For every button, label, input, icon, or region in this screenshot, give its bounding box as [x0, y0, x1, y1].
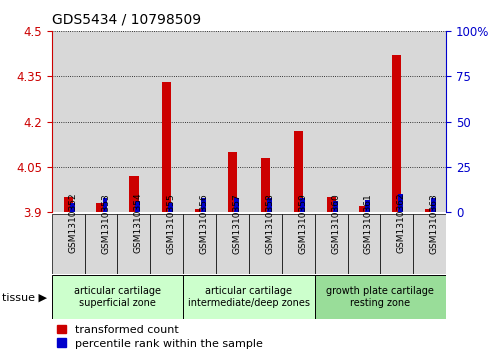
Bar	[249, 31, 282, 212]
Bar	[315, 31, 348, 212]
Bar	[216, 31, 249, 212]
Bar	[398, 194, 403, 212]
Bar	[431, 198, 436, 212]
Bar	[381, 31, 413, 212]
Text: growth plate cartilage
resting zone: growth plate cartilage resting zone	[326, 286, 434, 307]
FancyBboxPatch shape	[249, 214, 282, 274]
FancyBboxPatch shape	[183, 214, 216, 274]
Bar	[359, 206, 369, 212]
Text: GSM1310361: GSM1310361	[364, 193, 373, 253]
FancyBboxPatch shape	[117, 214, 150, 274]
Bar	[150, 31, 183, 212]
Text: articular cartilage
superficial zone: articular cartilage superficial zone	[74, 286, 161, 307]
Bar	[348, 31, 381, 212]
Bar	[326, 197, 336, 212]
Bar	[70, 203, 74, 212]
Bar	[136, 201, 141, 212]
Text: GSM1310363: GSM1310363	[430, 193, 439, 253]
Legend: transformed count, percentile rank within the sample: transformed count, percentile rank withi…	[57, 325, 263, 348]
FancyBboxPatch shape	[216, 214, 249, 274]
FancyBboxPatch shape	[183, 275, 315, 319]
Text: GSM1310358: GSM1310358	[265, 193, 275, 253]
FancyBboxPatch shape	[85, 214, 117, 274]
Text: GSM1310357: GSM1310357	[233, 193, 242, 253]
FancyBboxPatch shape	[150, 214, 183, 274]
Text: GSM1310352: GSM1310352	[68, 193, 77, 253]
Text: articular cartilage
intermediate/deep zones: articular cartilage intermediate/deep zo…	[188, 286, 310, 307]
Bar	[168, 203, 173, 212]
FancyBboxPatch shape	[52, 214, 85, 274]
Bar	[183, 31, 216, 212]
Bar	[425, 209, 434, 212]
Bar	[162, 82, 172, 212]
FancyBboxPatch shape	[315, 275, 446, 319]
Bar	[129, 176, 139, 212]
FancyBboxPatch shape	[282, 214, 315, 274]
Text: GSM1310354: GSM1310354	[134, 193, 143, 253]
Bar	[234, 198, 239, 212]
Text: GSM1310356: GSM1310356	[200, 193, 209, 253]
Text: GSM1310353: GSM1310353	[101, 193, 110, 253]
Bar	[282, 31, 315, 212]
Text: GSM1310355: GSM1310355	[167, 193, 176, 253]
Bar	[365, 200, 370, 212]
Bar	[413, 31, 446, 212]
Bar	[103, 198, 107, 212]
Bar	[195, 209, 204, 212]
Bar	[85, 31, 117, 212]
Bar	[261, 158, 270, 212]
Bar	[333, 201, 338, 212]
Bar	[97, 203, 106, 212]
FancyBboxPatch shape	[348, 214, 381, 274]
Bar	[267, 198, 272, 212]
FancyBboxPatch shape	[315, 214, 348, 274]
Text: GSM1310362: GSM1310362	[397, 193, 406, 253]
Text: GSM1310359: GSM1310359	[298, 193, 307, 253]
Text: GDS5434 / 10798509: GDS5434 / 10798509	[52, 13, 201, 27]
Bar	[294, 131, 303, 212]
Bar	[52, 31, 85, 212]
Bar	[392, 55, 401, 212]
FancyBboxPatch shape	[52, 275, 183, 319]
Bar	[228, 152, 237, 212]
Text: GSM1310360: GSM1310360	[331, 193, 340, 253]
Bar	[64, 197, 73, 212]
Bar	[300, 198, 305, 212]
Bar	[201, 198, 206, 212]
FancyBboxPatch shape	[413, 214, 446, 274]
Text: tissue ▶: tissue ▶	[2, 293, 47, 303]
Bar	[117, 31, 150, 212]
FancyBboxPatch shape	[381, 214, 413, 274]
